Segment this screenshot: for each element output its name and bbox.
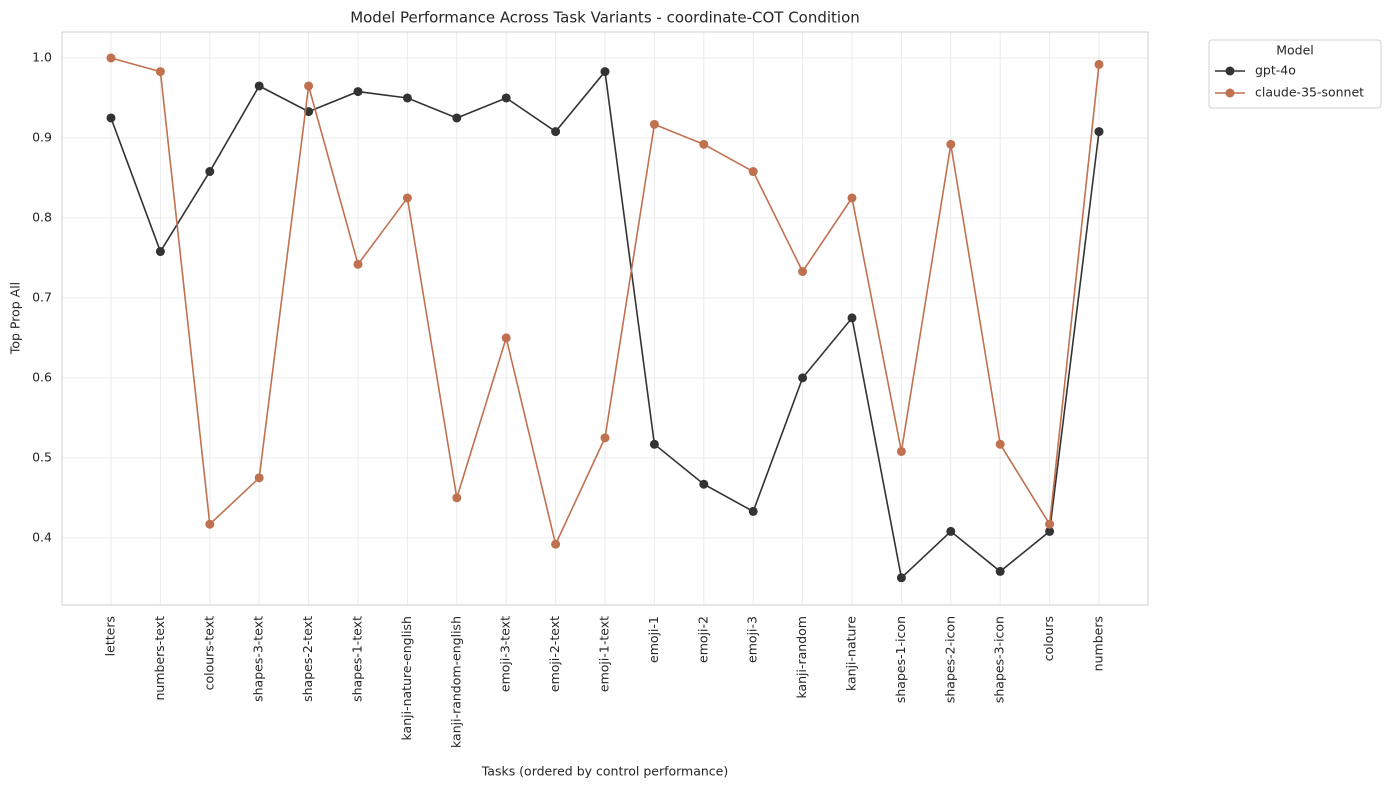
data-point xyxy=(600,67,610,77)
data-point xyxy=(402,193,412,203)
data-point xyxy=(205,519,215,529)
legend-label: gpt-4o xyxy=(1255,63,1296,78)
y-tick-label: 0.4 xyxy=(32,529,52,544)
data-point xyxy=(946,139,956,149)
y-tick-label: 1.0 xyxy=(32,49,52,64)
legend-marker xyxy=(1225,88,1235,98)
x-tick-label: kanji-nature-english xyxy=(399,616,414,740)
data-point xyxy=(353,87,363,97)
legend-marker xyxy=(1225,66,1235,76)
data-point xyxy=(1094,127,1104,137)
plot-frame xyxy=(61,31,1149,606)
x-tick-label: emoji-1-text xyxy=(597,616,612,692)
legend-title: Model xyxy=(1276,43,1314,58)
data-point xyxy=(1045,519,1055,529)
x-tick-label: shapes-3-icon xyxy=(992,616,1007,703)
data-point xyxy=(995,566,1005,576)
data-point xyxy=(155,67,165,77)
x-tick-label: numbers-text xyxy=(152,616,167,701)
data-point xyxy=(254,473,264,483)
data-point xyxy=(699,139,709,149)
x-tick-label: kanji-nature xyxy=(844,616,859,691)
x-tick-label: shapes-3-text xyxy=(251,616,266,702)
data-point xyxy=(452,493,462,503)
data-point xyxy=(748,506,758,516)
x-tick-label: emoji-3-text xyxy=(498,616,513,692)
data-point xyxy=(304,81,314,91)
y-axis-label: Top Prop All xyxy=(8,282,23,355)
x-tick-label: shapes-2-icon xyxy=(942,616,957,703)
x-tick-label: colours-text xyxy=(201,616,216,690)
x-tick-label: shapes-1-icon xyxy=(893,616,908,703)
x-tick-label: numbers xyxy=(1091,616,1106,671)
data-point xyxy=(501,333,511,343)
data-point xyxy=(748,167,758,177)
plot: 0.4 0.5 0.6 0.7 0.8 0.9 1.0 letters numbers-text… xyxy=(32,49,1105,747)
data-point xyxy=(106,113,116,123)
data-point xyxy=(1045,526,1055,536)
data-point xyxy=(452,113,462,123)
x-tick-label: colours xyxy=(1041,616,1056,661)
data-point xyxy=(551,127,561,137)
data-point xyxy=(896,446,906,456)
grid xyxy=(62,32,1148,605)
y-tick-label: 0.9 xyxy=(32,129,52,144)
data-point xyxy=(798,267,808,277)
y-tick-label: 0.6 xyxy=(32,369,52,384)
data-point xyxy=(353,259,363,269)
x-tick-label: emoji-3 xyxy=(745,616,760,663)
data-point xyxy=(995,439,1005,449)
data-point xyxy=(649,119,659,129)
x-axis-label: Tasks (ordered by control performance) xyxy=(481,764,729,779)
data-point xyxy=(402,93,412,103)
x-tick-label: kanji-random xyxy=(794,616,809,699)
data-point xyxy=(798,373,808,383)
x-tick-label: emoji-1 xyxy=(646,616,661,663)
data-point xyxy=(501,93,511,103)
legend-label: claude-35-sonnet xyxy=(1255,85,1364,100)
data-point xyxy=(1094,59,1104,69)
data-point xyxy=(600,433,610,443)
data-point xyxy=(896,573,906,583)
x-tick-label: kanji-random-english xyxy=(448,616,463,748)
data-point xyxy=(155,247,165,257)
data-point xyxy=(649,439,659,449)
data-point xyxy=(847,193,857,203)
x-tick-label: emoji-2-text xyxy=(547,616,562,692)
data-point xyxy=(106,53,116,63)
chart-title: Model Performance Across Task Variants -… xyxy=(350,9,860,27)
y-tick-label: 0.7 xyxy=(32,289,52,304)
data-point xyxy=(205,167,215,177)
data-point xyxy=(699,479,709,489)
x-tick-label: shapes-1-text xyxy=(350,616,365,702)
x-tick-label: letters xyxy=(103,616,118,656)
y-tick-label: 0.8 xyxy=(32,209,52,224)
data-point xyxy=(254,81,264,91)
data-point xyxy=(551,539,561,549)
data-point xyxy=(946,526,956,536)
x-tick-label: emoji-2 xyxy=(695,616,710,663)
x-tick-label: shapes-2-text xyxy=(300,616,315,702)
y-tick-label: 0.5 xyxy=(32,449,52,464)
legend: Model gpt-4o claude-35-sonnet xyxy=(1208,39,1382,109)
data-point xyxy=(847,313,857,323)
